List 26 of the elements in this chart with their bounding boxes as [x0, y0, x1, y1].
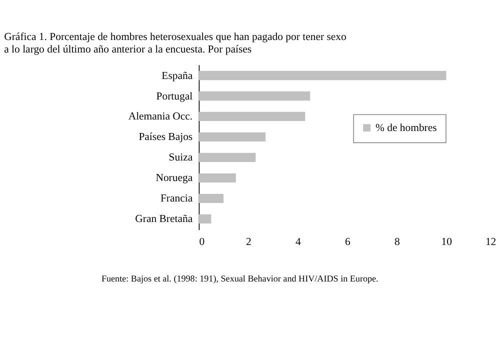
- x-tick-label: 4: [296, 236, 302, 248]
- bar: [198, 173, 236, 183]
- bar: [198, 112, 306, 122]
- x-tick-label: 2: [246, 236, 252, 248]
- y-tick-label: Países Bajos: [138, 131, 193, 144]
- bar: [198, 70, 446, 80]
- bar: [198, 194, 224, 204]
- y-tick-label: España: [162, 70, 193, 82]
- bar: [198, 152, 256, 162]
- bar: [198, 214, 212, 224]
- y-tick-label: Gran Bretaña: [135, 213, 193, 226]
- chart-title: Gráfica 1. Porcentaje de hombres heterosexuales que han pagado por tener sexo a lo largo del último año anterior a la encuesta. Por países: [4, 30, 346, 56]
- bar: [198, 91, 310, 101]
- legend-label: % de hombres: [375, 122, 437, 134]
- y-tick-label: Portugal: [156, 90, 193, 102]
- y-tick-label: Francia: [160, 192, 193, 205]
- x-tick-label: 0: [199, 236, 205, 248]
- y-tick-label: Alemania Occ.: [128, 110, 193, 123]
- x-tick-label: 12: [485, 236, 496, 248]
- y-tick-label: Suiza: [168, 152, 193, 164]
- x-tick-label: 10: [441, 236, 452, 248]
- x-tick-label: 8: [394, 236, 400, 248]
- bar: [198, 132, 266, 142]
- x-tick-label: 6: [345, 236, 352, 248]
- y-tick-label: Noruega: [156, 172, 193, 184]
- source-note: Fuente: Bajos et al. (1998: 191), Sexual Behavior and HIV/AIDS in Europe.: [101, 274, 378, 284]
